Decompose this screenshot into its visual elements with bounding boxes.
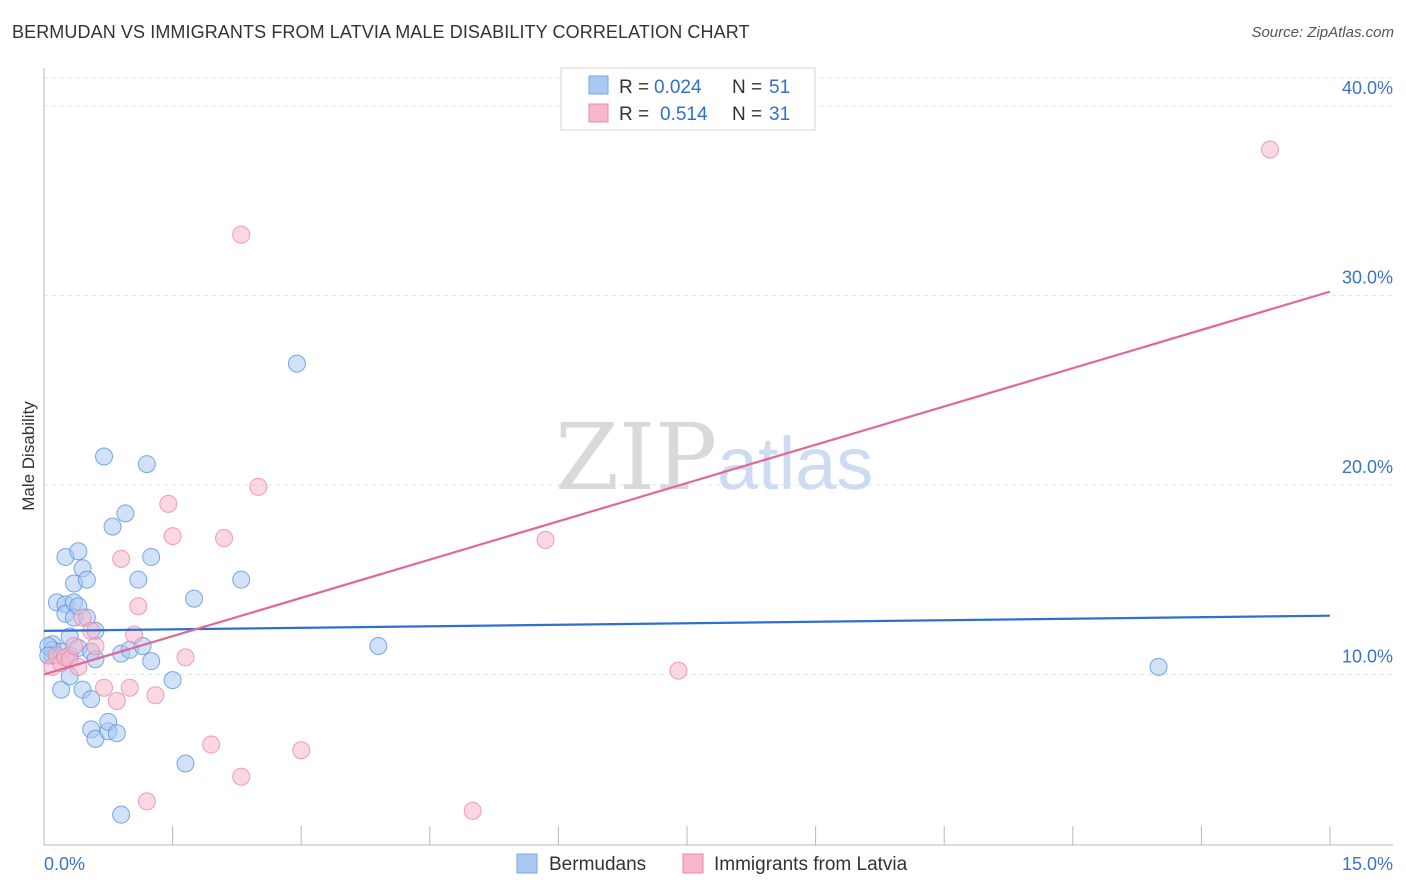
source-label: Source: ZipAtlas.com [1251, 24, 1394, 41]
bermudans-point-43 [185, 589, 204, 608]
stats-swatch-bermudans [588, 75, 609, 95]
bermudans-point-41 [163, 671, 182, 690]
watermark: ZIP atlas [555, 404, 873, 511]
bermudans-point-39 [142, 652, 161, 671]
bermudans-trend-line [43, 614, 1331, 632]
bermudans-point-4 [52, 680, 71, 699]
stats-r-value-bermudans: 0.024 [654, 77, 702, 98]
legend-swatch-latvia [682, 853, 704, 874]
bermudans-point-42 [176, 754, 195, 773]
latvia-point-25 [249, 477, 268, 496]
latvia-point-27 [463, 801, 482, 820]
latvia-point-17 [146, 686, 165, 705]
stats-n-value-latvia: 31 [769, 104, 790, 125]
latvia-point-29 [669, 661, 688, 680]
latvia-point-9 [86, 637, 105, 656]
y-tick-label-30: 30.0% [1342, 267, 1393, 287]
watermark-zip: ZIP [555, 404, 717, 511]
series-legend: Bermudans Immigrants from Latvia [516, 853, 908, 875]
bermudans-point-40 [142, 547, 161, 566]
latvia-point-20 [176, 648, 195, 667]
latvia-trend-line [43, 290, 1331, 676]
latvia-point-30 [1260, 140, 1279, 159]
bermudans-point-34 [116, 504, 135, 523]
stats-n-label-latvia: N = [732, 104, 762, 125]
stats-n-label-bermudans: N = [732, 77, 762, 98]
y-tick-labels: 10.0% 20.0% 30.0% 40.0% [1342, 78, 1393, 667]
bermudans-point-47 [1149, 657, 1168, 676]
latvia-point-22 [215, 528, 234, 547]
y-tick-label-20: 20.0% [1342, 457, 1393, 477]
y-axis-label: Male Disability [19, 401, 38, 511]
stats-legend: R = 0.024 N = 51 R = 0.514 N = 31 [560, 67, 816, 131]
latvia-point-15 [129, 597, 148, 616]
stats-swatch-latvia [588, 103, 609, 123]
bermudans-point-32 [107, 724, 126, 743]
legend-label-latvia: Immigrants from Latvia [714, 854, 908, 875]
latvia-points [43, 140, 1279, 820]
bermudans-point-28 [95, 447, 114, 466]
latvia-point-28 [536, 530, 555, 549]
latvia-point-11 [107, 691, 126, 710]
stats-r-label-bermudans: R = [619, 77, 649, 98]
latvia-point-24 [232, 225, 251, 244]
bermudans-point-17 [69, 542, 88, 561]
latvia-point-12 [112, 549, 131, 568]
x-tick-label-min: 0.0% [44, 854, 85, 874]
legend-label-bermudans: Bermudans [549, 854, 646, 875]
bermudans-point-48 [112, 805, 131, 824]
stats-r-value-latvia: 0.514 [660, 104, 708, 125]
latvia-point-5 [65, 637, 84, 656]
bermudans-point-22 [82, 690, 101, 709]
stats-r-label-latvia: R = [619, 104, 649, 125]
latvia-point-23 [232, 767, 251, 786]
bermudans-point-21 [77, 570, 96, 589]
bermudans-point-45 [287, 354, 306, 373]
stats-n-value-bermudans: 51 [769, 77, 790, 98]
latvia-point-19 [163, 527, 182, 546]
latvia-point-21 [202, 735, 221, 754]
legend-swatch-bermudans [516, 853, 538, 874]
latvia-point-7 [73, 608, 92, 627]
y-tick-label-10: 10.0% [1342, 646, 1393, 666]
bermudans-point-38 [137, 455, 156, 474]
bermudans-point-44 [232, 570, 251, 589]
axes [43, 68, 1393, 846]
latvia-point-18 [159, 494, 178, 513]
y-tick-label-40: 40.0% [1342, 78, 1393, 98]
latvia-point-10 [95, 678, 114, 697]
trend-lines [43, 290, 1331, 676]
latvia-point-13 [120, 678, 139, 697]
chart-title: BERMUDAN VS IMMIGRANTS FROM LATVIA MALE … [12, 22, 750, 42]
x-tick-label-max: 15.0% [1342, 854, 1393, 874]
bermudans-point-36 [129, 570, 148, 589]
latvia-point-26 [292, 741, 311, 760]
bermudans-point-31 [103, 517, 122, 536]
bermudans-point-46 [369, 637, 388, 656]
latvia-point-16 [137, 792, 156, 811]
x-tick-marks [172, 826, 1331, 845]
